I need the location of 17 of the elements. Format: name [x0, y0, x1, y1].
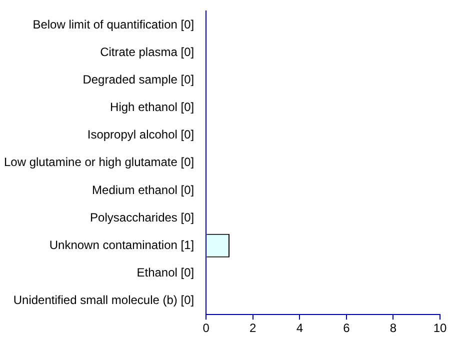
- x-tick-label: 6: [343, 321, 350, 336]
- y-tick-label: Unidentified small molecule (b) [0]: [13, 293, 194, 308]
- x-tick-label: 10: [433, 321, 447, 336]
- y-tick-label: Medium ethanol [0]: [92, 182, 194, 197]
- y-tick-label: Isopropyl alcohol [0]: [87, 128, 194, 142]
- y-tick-label: High ethanol [0]: [110, 100, 194, 114]
- y-tick-label: Citrate plasma [0]: [100, 44, 194, 59]
- x-tick-label: 4: [296, 321, 304, 336]
- y-tick-label: Ethanol [0]: [136, 266, 194, 280]
- y-tick-label: Polysaccharides [0]: [90, 210, 194, 224]
- y-tick-label: Below limit of quantification [0]: [32, 17, 194, 32]
- y-tick-label: Degraded sample [0]: [82, 72, 194, 86]
- y-tick-label: Low glutamine or high glutamate [0]: [4, 155, 194, 170]
- y-tick-label: Unknown contamination [1]: [49, 238, 194, 252]
- x-tick-label: 2: [250, 321, 257, 336]
- x-tick-label: 8: [390, 321, 397, 336]
- x-tick-label: 0: [202, 321, 210, 336]
